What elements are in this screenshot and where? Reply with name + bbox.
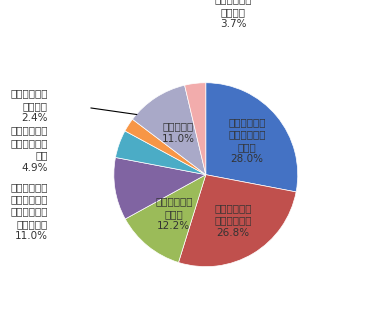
Wedge shape xyxy=(125,175,206,262)
Wedge shape xyxy=(206,83,298,192)
Wedge shape xyxy=(125,119,206,175)
Wedge shape xyxy=(114,158,206,219)
Wedge shape xyxy=(132,85,206,175)
Text: 課題とは感じ
ていない
3.7%: 課題とは感じ ていない 3.7% xyxy=(215,0,252,29)
Text: 業務プロセス
の改修、社内
規定やマニュ
アルの作成
11.0%: 業務プロセス の改修、社内 規定やマニュ アルの作成 11.0% xyxy=(10,182,48,241)
Text: 情報システム
の改修
12.2%: 情報システム の改修 12.2% xyxy=(155,197,192,231)
Text: 社会保険関連
の手続き
2.4%: 社会保険関連 の手続き 2.4% xyxy=(10,88,48,123)
Wedge shape xyxy=(116,131,206,175)
Text: 個人情報の管
理体制の強化
26.8%: 個人情報の管 理体制の強化 26.8% xyxy=(215,203,252,238)
Wedge shape xyxy=(185,83,206,175)
Text: わからない
11.0%: わからない 11.0% xyxy=(162,121,195,144)
Wedge shape xyxy=(179,175,296,267)
Text: 従業員向けの
教育や研修の
実施
4.9%: 従業員向けの 教育や研修の 実施 4.9% xyxy=(10,125,48,172)
Text: 従業員からの
マイナンバー
の収集
28.0%: 従業員からの マイナンバー の収集 28.0% xyxy=(228,117,266,164)
